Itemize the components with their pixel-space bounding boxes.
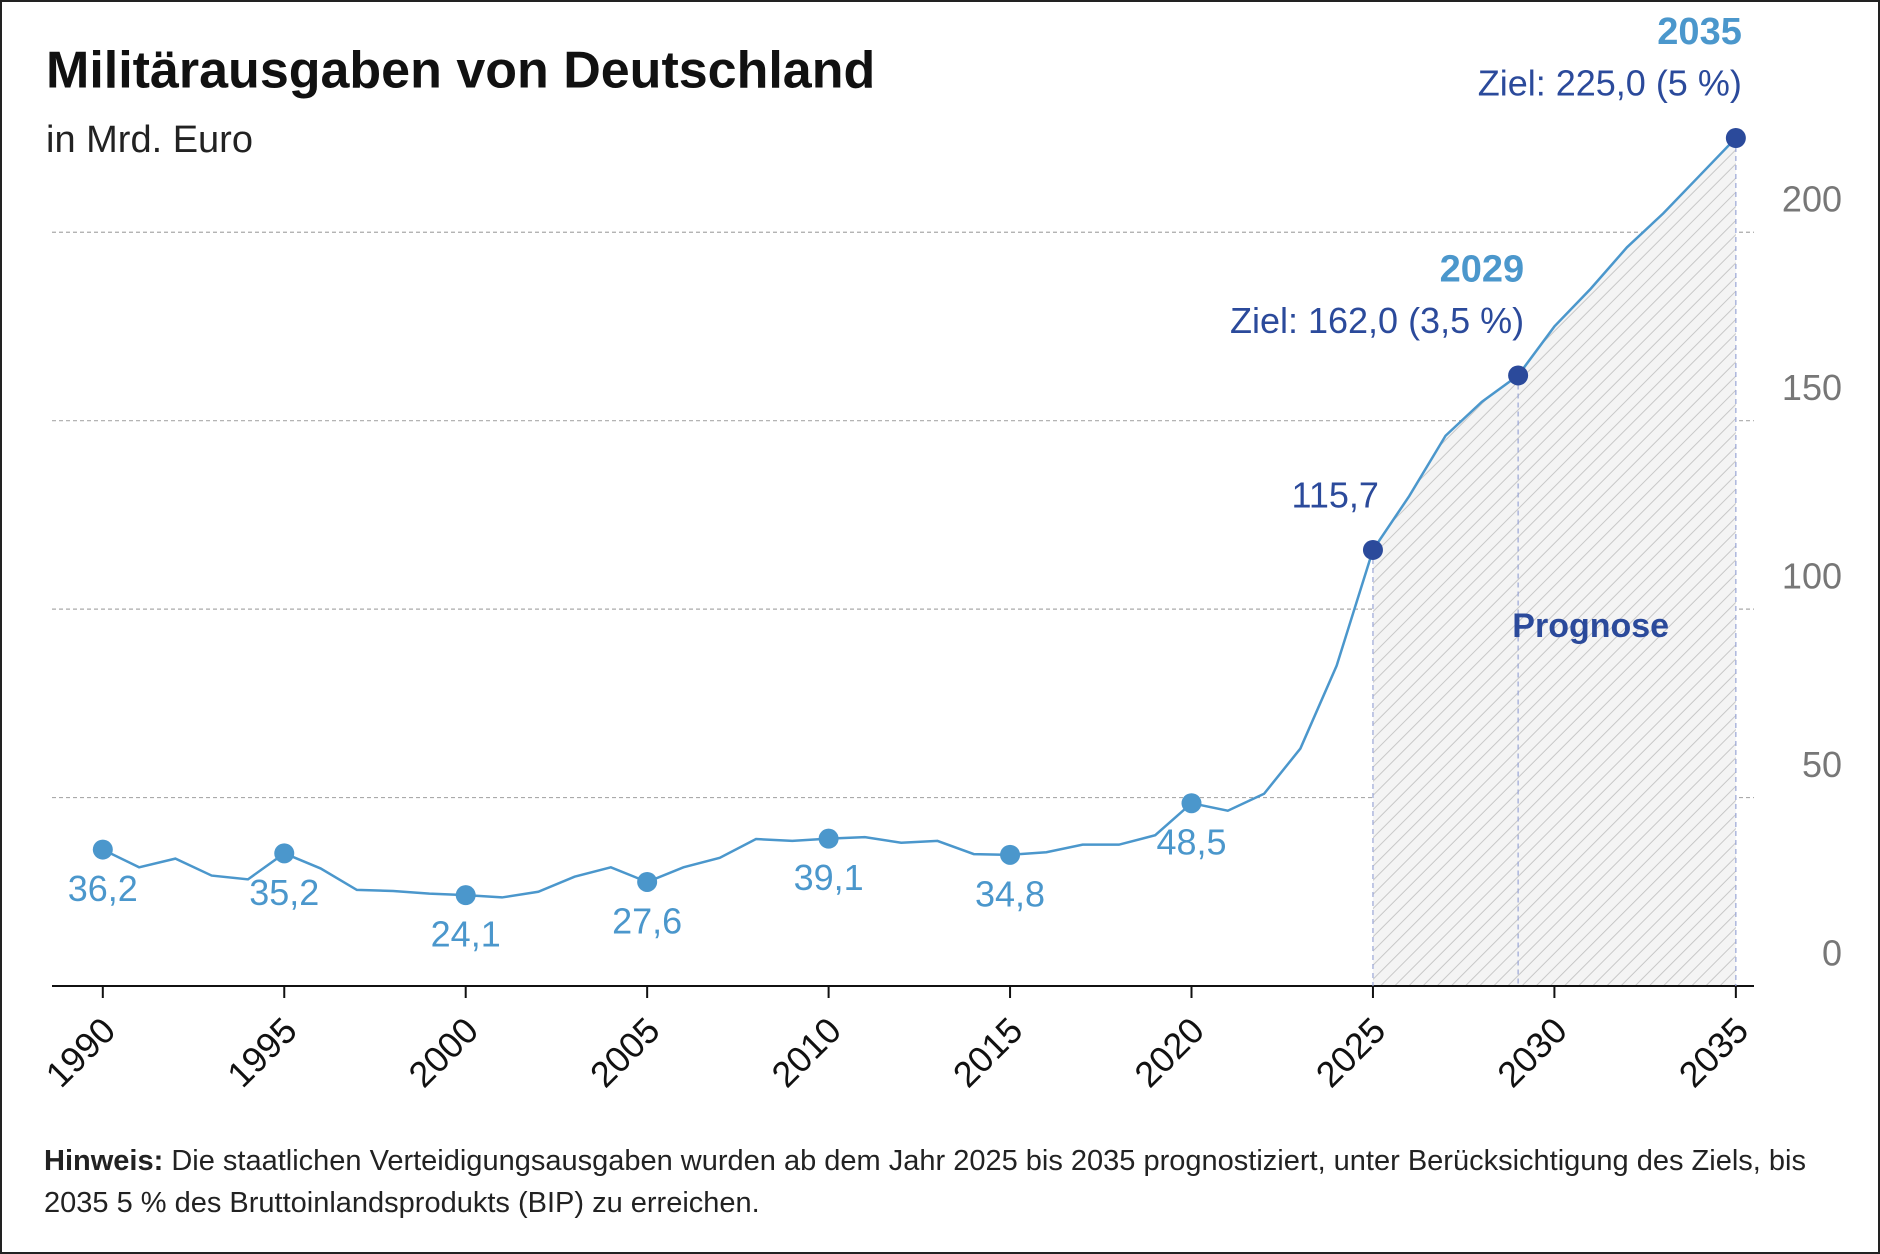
point <box>637 871 658 892</box>
x-tick-label: 2005 <box>582 1009 668 1095</box>
point <box>1362 539 1383 560</box>
value-label: 48,5 <box>1156 822 1226 863</box>
x-tick-label: 2015 <box>945 1009 1031 1095</box>
point <box>1181 793 1202 814</box>
value-label: 36,2 <box>68 868 138 909</box>
note: Hinweis: Die staatlichen Verteidigungsau… <box>44 1140 1834 1224</box>
x-tick-label: 1990 <box>38 1009 124 1095</box>
chart-subtitle: in Mrd. Euro <box>46 119 253 161</box>
year-label: 2029 <box>1440 248 1525 290</box>
forecast-area <box>1372 138 1736 986</box>
point <box>455 885 476 906</box>
point <box>818 828 839 849</box>
y-tick-label: 150 <box>1782 367 1842 408</box>
value-label: 35,2 <box>249 872 319 913</box>
value-label: 27,6 <box>612 900 682 941</box>
point <box>1725 128 1746 148</box>
y-tick-label: 50 <box>1802 744 1842 785</box>
note-label: Hinweis: <box>44 1145 164 1177</box>
point <box>1000 844 1021 865</box>
x-tick-label: 2035 <box>1671 1009 1757 1095</box>
value-label: 115,7 <box>1292 474 1379 515</box>
y-tick-label: 0 <box>1822 933 1842 974</box>
x-tick-label: 2030 <box>1489 1009 1575 1095</box>
point <box>92 839 113 860</box>
chart-title: Militärausgaben von Deutschland <box>46 42 875 100</box>
value-label: Ziel: 225,0 (5 %) <box>1478 63 1742 104</box>
value-label: Ziel: 162,0 (3,5 %) <box>1230 300 1524 341</box>
x-tick-label: 2010 <box>763 1009 849 1095</box>
y-tick-label: 200 <box>1782 179 1842 220</box>
x-tick-label: 2020 <box>1126 1009 1212 1095</box>
point <box>274 843 295 864</box>
forecast-label: Prognose <box>1512 607 1669 645</box>
point <box>1508 365 1529 386</box>
line <box>102 137 1737 899</box>
value-label: 24,1 <box>431 914 501 955</box>
value-label: 39,1 <box>794 857 864 898</box>
x-tick-label: 1995 <box>219 1009 305 1095</box>
x-tick-label: 2000 <box>400 1009 486 1095</box>
y-tick-label: 100 <box>1782 556 1842 597</box>
value-label: 34,8 <box>975 873 1045 914</box>
year-label: 2035 <box>1657 11 1742 53</box>
note-text: Die staatlichen Verteidigungsausgaben wu… <box>44 1145 1806 1219</box>
x-tick-label: 2025 <box>1308 1009 1394 1095</box>
